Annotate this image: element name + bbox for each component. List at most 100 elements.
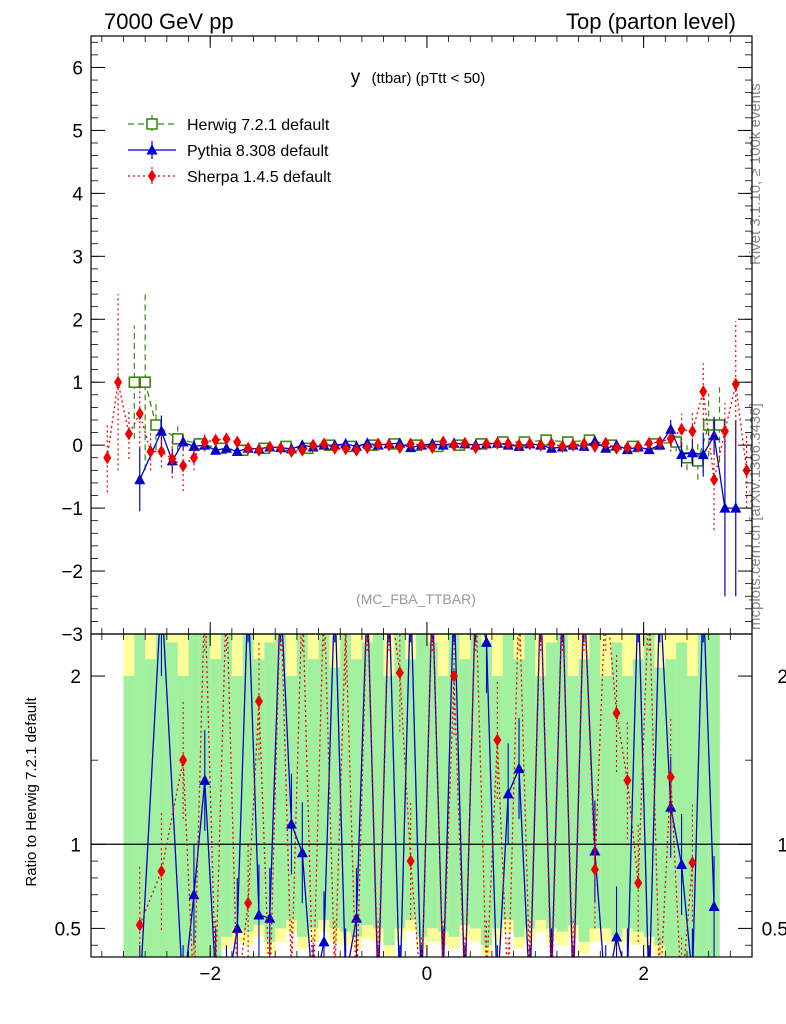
- ratio-point: [254, 694, 263, 708]
- data-point: [515, 438, 524, 452]
- band-green-bin: [600, 676, 612, 929]
- header-right: Top (parton level): [566, 9, 736, 34]
- band-green-bin: [589, 634, 601, 929]
- band-green-bin: [221, 634, 233, 937]
- band-green-bin: [621, 676, 634, 929]
- ratio-point: [546, 973, 557, 984]
- ratio-point: [331, 972, 339, 985]
- ratio-point: [678, 989, 686, 1002]
- data-point: [655, 435, 664, 449]
- band-green-bin: [546, 642, 558, 929]
- data-point: [525, 437, 534, 451]
- axes: −2 0 2 −3 −2 −1 0 1 2 3 4 5 6 0.5 0.5 1 1 2 2: [55, 36, 786, 985]
- data-point: [417, 438, 426, 452]
- data-point: [493, 436, 502, 450]
- ratio-point: [515, 585, 523, 598]
- y-tick-label: −3: [61, 625, 83, 646]
- band-green-bin: [643, 634, 655, 937]
- data-point: [341, 442, 350, 456]
- data-point: [211, 433, 220, 447]
- ratio-point: [602, 585, 610, 598]
- ratio-point: [416, 990, 427, 1001]
- ratio-point: [589, 845, 601, 856]
- ratio-point: [450, 669, 459, 683]
- data-point: [146, 444, 155, 458]
- data-point: [686, 446, 698, 458]
- band-green-bin: [405, 659, 417, 920]
- data-point: [200, 435, 209, 449]
- ratio-point: [395, 666, 404, 680]
- ratio-point: [537, 585, 545, 598]
- ratio-point: [157, 864, 166, 878]
- series-2: [103, 294, 751, 531]
- ratio-point: [221, 990, 232, 1001]
- data-point: [222, 432, 231, 446]
- ratio-point: [309, 989, 317, 1002]
- ratio-series-1: [135, 585, 697, 1002]
- y-tick-label: 0: [72, 436, 83, 457]
- band-green-bin: [318, 634, 330, 920]
- ratio-point: [320, 585, 328, 598]
- ratio-point: [318, 935, 330, 947]
- plot-title: y (ttbar) (pTtt < 50): [351, 67, 486, 88]
- band-green-bin: [632, 659, 644, 932]
- band-green-bin: [416, 634, 428, 937]
- ratio-point: [374, 972, 382, 985]
- data-point: [179, 459, 188, 473]
- legend-entry: Sherpa 1.4.5 default: [128, 167, 332, 186]
- ratio-point: [524, 990, 535, 1001]
- ratio-point: [569, 972, 577, 985]
- ratio-point: [459, 990, 470, 1001]
- ratio-point: [350, 912, 362, 923]
- band-green-bin: [351, 659, 363, 937]
- data-point: [287, 444, 296, 458]
- ratio-point: [199, 774, 211, 785]
- x-tick-label: −2: [199, 964, 221, 985]
- ratio-point: [687, 973, 698, 984]
- ratio-point: [342, 619, 350, 632]
- ratio-point: [656, 989, 664, 1002]
- ratio-point: [698, 586, 709, 597]
- ratio-point: [688, 856, 697, 870]
- ratio-point: [645, 585, 653, 598]
- band-green-bin: [372, 634, 384, 929]
- y-tick-label: 1: [72, 373, 83, 394]
- ratio-point: [438, 973, 449, 984]
- data-point: [384, 438, 393, 452]
- y-tick-label: 3: [72, 247, 83, 268]
- band-green-bin: [210, 659, 222, 957]
- data-point: [114, 375, 123, 389]
- ratio-point: [548, 989, 556, 1002]
- header-left: 7000 GeV pp: [104, 9, 234, 34]
- ratio-point: [600, 990, 611, 1001]
- data-point: [665, 423, 677, 434]
- data-point: [157, 444, 166, 458]
- rivet-label: Rivet 3.1.10, ≥ 100k events: [747, 83, 764, 265]
- data-point: [374, 437, 383, 451]
- ratio-y-tick-label-right: 2: [777, 667, 786, 688]
- ratio-y-tick-label: 0.5: [55, 919, 81, 940]
- data-point: [569, 438, 578, 452]
- ratio-point: [481, 636, 493, 647]
- data-point: [688, 424, 697, 438]
- data-point: [244, 441, 253, 455]
- y-tick-label: 5: [72, 121, 83, 142]
- ratio-point: [298, 585, 306, 598]
- ratio-point: [580, 585, 588, 598]
- ratio-y-tick-label: 1: [70, 835, 81, 856]
- band-green-bin: [470, 634, 482, 929]
- data-point: [471, 441, 480, 455]
- ratio-point: [418, 989, 426, 1002]
- data-point: [220, 442, 232, 453]
- data-point: [482, 437, 491, 451]
- ratio-point: [483, 972, 491, 985]
- data-point: [276, 441, 285, 455]
- x-tick-label: 2: [638, 964, 649, 985]
- band-green-bin: [448, 634, 460, 937]
- ratio-point: [296, 846, 308, 858]
- mcplots-label: mcplots.cern.ch [arXiv:1306.3436]: [747, 403, 764, 630]
- band-green-bin: [676, 642, 688, 957]
- data-point: [612, 441, 621, 455]
- data-point: [124, 427, 133, 441]
- band-green-bin: [535, 676, 547, 920]
